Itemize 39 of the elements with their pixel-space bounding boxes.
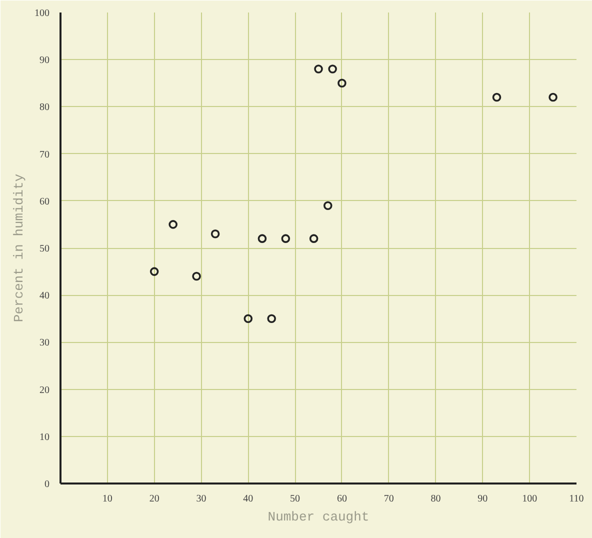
x-tick-label: 40 (243, 494, 254, 504)
point (210, 229, 220, 238)
y-tick-label: 20 (40, 384, 50, 396)
y-tick-label: 40 (40, 290, 50, 302)
y-tick-label: 100 (34, 8, 50, 19)
x-tick-label: 70 (384, 494, 394, 504)
x-tick-label: 100 (522, 494, 538, 504)
y-tick-label: 10 (40, 432, 50, 443)
y-tick-label: 30 (40, 338, 50, 349)
y-tick-label: 70 (40, 149, 50, 160)
y-tick-label: 60 (40, 196, 50, 208)
point (281, 234, 290, 243)
y-tick-label: 0 (44, 479, 50, 490)
y-axis-title: Percent in humidity (12, 174, 26, 322)
point (338, 78, 346, 88)
point (168, 220, 178, 229)
point (150, 267, 159, 276)
x-tick-label: 30 (196, 494, 206, 504)
point (309, 234, 318, 243)
x-tick-label: 20 (149, 494, 160, 504)
point (267, 314, 276, 324)
x-tick-label: 50 (290, 494, 300, 504)
y-tick-label: 50 (40, 244, 50, 254)
x-axis-title: Number caught (268, 510, 370, 524)
x-tick-label: 110 (569, 494, 584, 504)
point (328, 64, 337, 74)
point (323, 201, 332, 210)
x-tick-label: 60 (336, 494, 347, 504)
x-tick-label: 80 (430, 494, 441, 504)
y-tick-label: 90 (40, 55, 50, 66)
point (548, 92, 558, 102)
point (314, 64, 323, 74)
point (244, 314, 253, 324)
x-tick-label: 10 (102, 494, 112, 504)
point (192, 272, 201, 281)
y-tick-label: 80 (40, 102, 50, 114)
point (258, 234, 267, 243)
point (492, 92, 502, 102)
x-tick-label: 90 (478, 494, 488, 504)
